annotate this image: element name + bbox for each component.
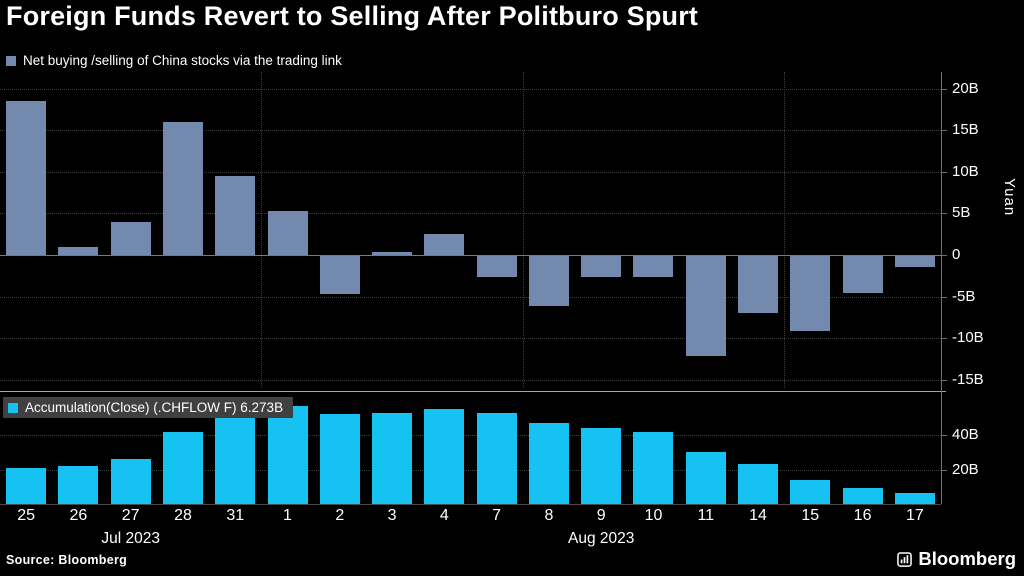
net-flow-bar (372, 252, 413, 255)
y-tick-label: 15B (952, 121, 979, 139)
net-flow-bar (215, 175, 256, 255)
net-flow-bar (424, 234, 465, 255)
y-tick-label: 20B (952, 460, 979, 478)
gridline (0, 213, 941, 215)
source-label: Source: Bloomberg (6, 553, 128, 567)
accumulation-bar (528, 423, 569, 504)
accumulation-bar (424, 408, 465, 504)
net-flow-bar (738, 254, 779, 314)
x-tick-label: 10 (644, 507, 663, 524)
accumulation-bar (476, 412, 517, 504)
y-tick-label: 10B (952, 162, 979, 180)
bloomberg-wordmark: Bloomberg (918, 548, 1016, 569)
accumulation-bar (633, 431, 674, 504)
x-tick-label: 27 (121, 507, 140, 524)
y-tick-label: -10B (952, 329, 984, 347)
accumulation-legend-swatch-icon (8, 402, 18, 413)
gridline (0, 379, 941, 381)
net-flow-bar (319, 254, 360, 295)
x-axis-baseline (0, 504, 941, 505)
net-flow-bar (790, 254, 831, 332)
net-flow-legend-swatch-icon (6, 55, 16, 66)
x-tick-label: 15 (801, 507, 820, 524)
accumulation-bar (685, 452, 726, 504)
net-flow-bar (110, 221, 151, 255)
gridline (0, 88, 941, 90)
right-axis-line (941, 72, 942, 504)
x-tick-label: 2 (335, 507, 345, 524)
y-tick-label: 40B (952, 426, 979, 444)
zero-line (0, 254, 941, 256)
y-tick-label: 0 (952, 245, 961, 263)
gridline (0, 171, 941, 173)
x-tick-label: 9 (596, 507, 606, 524)
x-tick-label: 4 (439, 507, 449, 524)
chart-title: Foreign Funds Revert to Selling After Po… (6, 1, 699, 31)
x-tick-label: 17 (905, 507, 924, 524)
net-flow-bar (528, 254, 569, 307)
x-tick-label: 16 (853, 507, 872, 524)
x-axis-month-labels: Jul 2023 Aug 2023 (0, 530, 941, 550)
y-tick-label: 20B (952, 79, 979, 97)
gridline (0, 435, 941, 437)
accumulation-bar (894, 493, 935, 504)
x-tick-label: 14 (749, 507, 767, 524)
accumulation-bar (790, 479, 831, 504)
net-flow-bar (476, 254, 517, 277)
vertical-gridline (522, 72, 524, 388)
y-tick-label: -5B (952, 287, 976, 305)
net-flow-bar (581, 254, 622, 277)
net-flow-bar (267, 210, 308, 255)
x-tick-label: 11 (697, 507, 715, 524)
accumulation-bar (842, 487, 883, 504)
accumulation-bar (319, 413, 360, 504)
month-label: Jul 2023 (101, 530, 160, 547)
x-axis-labels: 25 26 27 28 31 1 2 3 4 7 8 9 10 11 14 15 16 17 (0, 507, 941, 527)
x-tick-label: 3 (387, 507, 397, 524)
net-flow-bar (894, 254, 935, 267)
panel-separator (0, 391, 946, 392)
x-tick-label: 25 (17, 507, 36, 524)
net-flow-bar (58, 246, 99, 255)
net-flow-bar (633, 254, 674, 278)
y-axis-unit-label: Yuan (1001, 178, 1018, 217)
bloomberg-icon (897, 551, 913, 567)
gridline (0, 469, 941, 471)
net-flow-legend: Net buying /selling of China stocks via … (6, 53, 342, 68)
net-flow-bar (685, 254, 726, 357)
x-tick-label: 7 (492, 507, 502, 524)
accumulation-bar (6, 467, 47, 504)
accumulation-bar (267, 406, 308, 504)
net-flow-panel (0, 72, 941, 388)
accumulation-bar (581, 427, 622, 504)
y-tick-label: 5B (952, 204, 971, 222)
net-flow-bar (842, 254, 883, 294)
accumulation-bar (372, 412, 413, 504)
accumulation-bar (58, 466, 99, 504)
bloomberg-logo: Bloomberg (897, 548, 1016, 570)
accumulation-panel (0, 394, 941, 504)
gridline (0, 338, 941, 340)
accumulation-legend: Accumulation(Close) (.CHFLOW F) 6.273B (3, 397, 294, 418)
net-flow-bar (6, 101, 47, 255)
vertical-gridline (784, 72, 786, 388)
accumulation-legend-label: Accumulation(Close) (.CHFLOW F) 6.273B (25, 400, 284, 415)
x-tick-label: 8 (544, 507, 554, 524)
accumulation-bar (215, 415, 256, 504)
x-tick-label: 28 (174, 507, 192, 524)
vertical-gridline (261, 72, 263, 388)
x-tick-label: 1 (283, 507, 292, 524)
x-tick-label: 26 (69, 507, 88, 524)
month-label: Aug 2023 (568, 530, 635, 547)
accumulation-bar (738, 464, 779, 504)
accumulation-bar (162, 431, 203, 504)
x-tick-label: 31 (226, 507, 245, 524)
accumulation-bar (110, 459, 151, 504)
gridline (0, 296, 941, 298)
y-tick-label: -15B (952, 370, 984, 388)
gridline (0, 130, 941, 132)
net-flow-legend-label: Net buying /selling of China stocks via … (23, 53, 342, 68)
net-flow-bar (162, 121, 203, 255)
